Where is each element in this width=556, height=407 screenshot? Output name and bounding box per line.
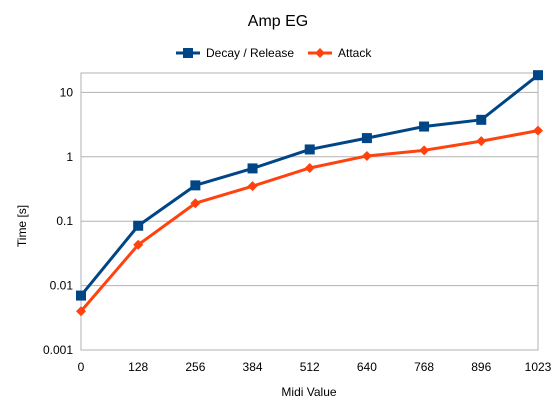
legend: Decay / Release Attack xyxy=(176,46,372,60)
x-tick-label: 512 xyxy=(300,360,320,374)
legend-marker xyxy=(183,48,193,58)
legend-marker xyxy=(315,48,325,58)
gridlines xyxy=(81,91,538,287)
series-layer xyxy=(76,70,543,317)
data-point xyxy=(419,121,430,132)
data-point xyxy=(133,220,144,231)
x-tick-label: 768 xyxy=(414,360,434,374)
data-point xyxy=(76,306,86,317)
data-point xyxy=(133,239,144,250)
legend-entry: Attack xyxy=(308,46,372,60)
data-point xyxy=(361,150,372,161)
data-point xyxy=(190,198,201,209)
x-tick-label: 1023 xyxy=(525,360,552,374)
data-point xyxy=(361,133,372,144)
data-point xyxy=(533,70,543,81)
x-tick-label: 640 xyxy=(357,360,377,374)
data-point xyxy=(476,114,487,125)
x-axis-ticks: 0 128 256 384 512 640 768 896 1023 xyxy=(78,360,552,374)
legend-entry: Decay / Release xyxy=(176,46,294,60)
y-tick-label: 0.001 xyxy=(43,343,73,357)
x-axis-title: Midi Value xyxy=(281,385,336,399)
y-tick-label: 0.1 xyxy=(56,214,73,228)
data-point xyxy=(190,180,201,191)
series-attack xyxy=(76,125,543,317)
data-point xyxy=(304,162,315,173)
legend-label: Decay / Release xyxy=(206,46,294,60)
y-axis-ticks: 0.001 0.01 0.1 1 10 xyxy=(43,85,73,357)
y-axis-title: Time [s] xyxy=(15,205,29,247)
data-point xyxy=(533,125,543,136)
y-tick-label: 1 xyxy=(66,150,73,164)
data-point xyxy=(304,144,315,155)
x-tick-label: 896 xyxy=(471,360,491,374)
data-point xyxy=(419,145,430,156)
legend-label: Attack xyxy=(338,46,372,60)
data-point xyxy=(247,163,258,174)
y-tick-label: 0.01 xyxy=(50,279,74,293)
plot-frame xyxy=(80,72,539,351)
x-tick-label: 128 xyxy=(128,360,148,374)
x-tick-label: 256 xyxy=(185,360,205,374)
chart-title: Amp EG xyxy=(248,13,308,30)
series-decay-release xyxy=(76,70,543,301)
x-tick-label: 0 xyxy=(78,360,85,374)
data-point xyxy=(476,136,487,147)
data-point xyxy=(76,290,86,301)
y-tick-label: 10 xyxy=(60,85,74,99)
data-point xyxy=(247,181,258,192)
x-tick-label: 384 xyxy=(243,360,263,374)
series-line xyxy=(79,74,539,297)
